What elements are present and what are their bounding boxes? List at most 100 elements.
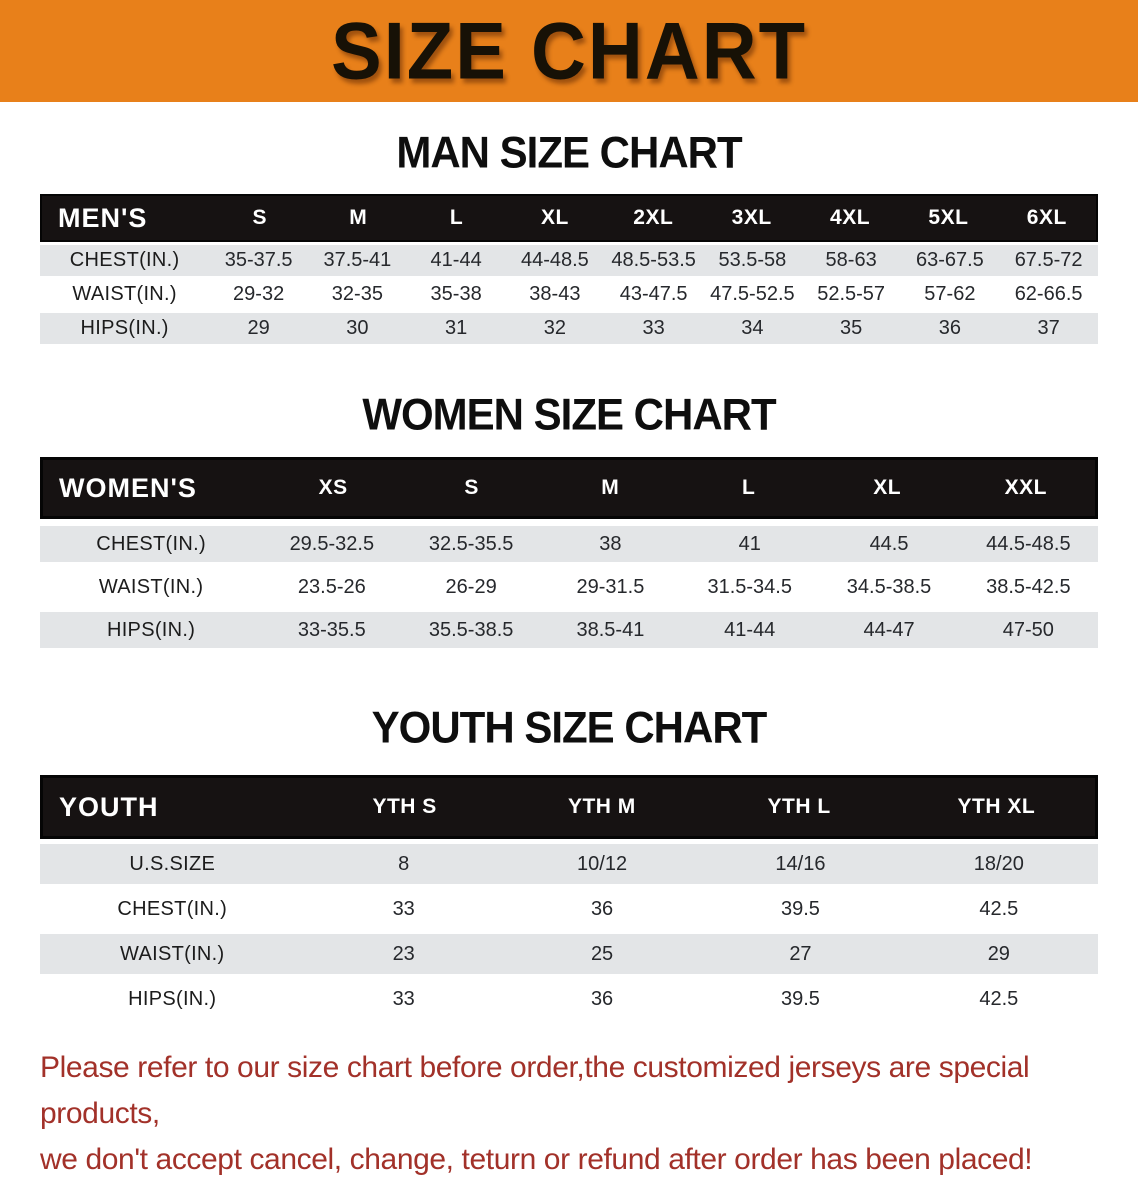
size-value: 32.5-35.5 xyxy=(428,532,514,555)
size-value: 31 xyxy=(445,317,468,339)
size-value: 34 xyxy=(741,317,764,339)
size-chart-banner: SIZE CHART xyxy=(0,0,1138,102)
row-label: HIPS(IN.) xyxy=(80,317,169,339)
column-header: XXL xyxy=(1004,476,1047,499)
size-value: 44-47 xyxy=(863,618,915,641)
size-value: 44.5-48.5 xyxy=(986,532,1071,555)
column-header: XS xyxy=(318,476,348,499)
table-row: U.S.SIZE 8 10/12 14/16 18/20 xyxy=(40,844,1098,884)
size-value: 33-35.5 xyxy=(297,618,366,641)
size-value: 41-44 xyxy=(724,618,776,641)
size-value: 41 xyxy=(738,532,761,555)
size-value: 23.5-26 xyxy=(297,575,366,598)
size-value: 39.5 xyxy=(780,897,820,920)
table-header-row: WOMEN'S XS S M L XL XXL xyxy=(40,457,1098,519)
size-value: 38 xyxy=(599,532,622,555)
column-header: M xyxy=(349,206,368,229)
size-value: 44-48.5 xyxy=(520,249,589,271)
size-value: 10/12 xyxy=(577,852,628,875)
women-size-section: WOMEN SIZE CHART WOMEN'S XS S M L XL XXL CHEST(… xyxy=(0,389,1138,648)
size-value: 47.5-52.5 xyxy=(710,283,795,305)
column-header: S xyxy=(252,206,268,229)
size-value: 36 xyxy=(590,987,614,1010)
women-section-title: WOMEN SIZE CHART xyxy=(362,389,776,440)
column-header: 4XL xyxy=(830,206,871,229)
men-section-title: MAN SIZE CHART xyxy=(396,127,742,178)
size-value: 29-31.5 xyxy=(576,575,645,598)
column-header: M xyxy=(601,476,620,499)
size-value: 37 xyxy=(1037,317,1060,339)
column-header: YTH S xyxy=(372,795,437,818)
size-value: 34.5-38.5 xyxy=(846,575,932,598)
table-row: HIPS(IN.) 33-35.5 35.5-38.5 38.5-41 41-44 44-… xyxy=(40,612,1098,648)
size-value: 35-37.5 xyxy=(224,249,293,271)
size-value: 38-43 xyxy=(529,283,581,305)
size-value: 14/16 xyxy=(775,852,826,875)
column-header: YTH XL xyxy=(957,795,1036,818)
size-value: 33 xyxy=(392,897,415,920)
row-label: CHEST(IN.) xyxy=(117,897,228,920)
size-value: 42.5 xyxy=(979,897,1019,920)
table-row: WAIST(IN.) 29-32 32-35 35-38 38-43 43-47.5 47.… xyxy=(40,279,1098,310)
table-row: CHEST(IN.) 35-37.5 37.5-41 41-44 44-48.5 48.5… xyxy=(40,245,1098,276)
size-value: 58-63 xyxy=(825,249,877,271)
disclaimer-line-1: Please refer to our size chart before or… xyxy=(40,1051,1030,1130)
table-row: WAIST(IN.) 23.5-26 26-29 29-31.5 31.5-34.5 34… xyxy=(40,569,1098,605)
column-header: S xyxy=(464,476,479,499)
size-value: 39.5 xyxy=(780,987,820,1010)
men-size-section: MAN SIZE CHART MEN'S S M L XL 2XL 3XL 4XL 5XL 6XL… xyxy=(0,127,1138,344)
size-value: 53.5-58 xyxy=(718,249,787,271)
size-value: 29 xyxy=(987,942,1010,965)
column-header: 5XL xyxy=(928,206,969,229)
size-value: 33 xyxy=(642,317,665,339)
size-value: 31.5-34.5 xyxy=(707,575,792,598)
order-disclaimer: Please refer to our size chart before or… xyxy=(40,1045,1100,1183)
youth-size-table: YOUTH YTH S YTH M YTH L YTH XL U.S.SIZE 8 10/12… xyxy=(40,775,1098,1019)
column-header: YTH M xyxy=(567,795,636,818)
row-label: U.S.SIZE xyxy=(129,852,216,875)
size-value: 52.5-57 xyxy=(817,283,886,305)
column-header: L xyxy=(449,206,464,229)
size-value: 35-38 xyxy=(430,283,482,305)
size-value: 67.5-72 xyxy=(1014,249,1083,271)
size-value: 33 xyxy=(392,987,415,1010)
size-value: 29.5-32.5 xyxy=(289,532,375,555)
row-label: HIPS(IN.) xyxy=(106,618,196,641)
size-value: 41-44 xyxy=(430,249,482,271)
size-value: 26-29 xyxy=(445,575,497,598)
column-header: L xyxy=(742,476,756,499)
column-header: XL xyxy=(873,476,902,499)
size-value: 35 xyxy=(840,317,863,339)
size-value: 23 xyxy=(392,942,415,965)
column-header: 2XL xyxy=(633,206,674,229)
size-value: 36 xyxy=(590,897,614,920)
men-size-table: MEN'S S M L XL 2XL 3XL 4XL 5XL 6XL CHEST(IN.) 35-37… xyxy=(40,194,1098,344)
size-value: 38.5-42.5 xyxy=(986,575,1071,598)
youth-section-title: YOUTH SIZE CHART xyxy=(371,702,768,753)
youth-size-section: YOUTH SIZE CHART YOUTH YTH S YTH M YTH L YTH… xyxy=(0,702,1138,1019)
size-value: 42.5 xyxy=(979,987,1019,1010)
table-row: HIPS(IN.) 29 30 31 32 33 34 35 36 37 xyxy=(40,313,1098,344)
size-value: 43-47.5 xyxy=(619,283,688,305)
table-row: CHEST(IN.) 29.5-32.5 32.5-35.5 38 41 44.5 44.5… xyxy=(40,526,1098,562)
size-value: 8 xyxy=(398,852,410,875)
table-corner-label: MEN'S xyxy=(58,202,148,233)
women-size-table: WOMEN'S XS S M L XL XXL CHEST(IN.) 29.5-32.5 32.5… xyxy=(40,457,1098,648)
size-value: 57-62 xyxy=(924,283,976,305)
size-value: 63-67.5 xyxy=(915,249,984,271)
size-value: 37.5-41 xyxy=(323,249,392,271)
size-value: 25 xyxy=(590,942,614,965)
row-label: WAIST(IN.) xyxy=(98,575,204,598)
size-value: 36 xyxy=(938,317,961,339)
column-header: 6XL xyxy=(1026,206,1067,229)
size-value: 29-32 xyxy=(233,283,285,305)
size-value: 47-50 xyxy=(1002,618,1054,641)
column-header: 3XL xyxy=(731,206,772,229)
column-header: YTH L xyxy=(767,795,831,818)
size-value: 29 xyxy=(247,317,270,339)
size-value: 32 xyxy=(543,317,566,339)
table-corner-label: WOMEN'S xyxy=(59,472,197,503)
table-header-row: MEN'S S M L XL 2XL 3XL 4XL 5XL 6XL xyxy=(40,194,1098,242)
table-row: WAIST(IN.) 23 25 27 29 xyxy=(40,934,1098,974)
size-value: 35.5-38.5 xyxy=(428,618,514,641)
